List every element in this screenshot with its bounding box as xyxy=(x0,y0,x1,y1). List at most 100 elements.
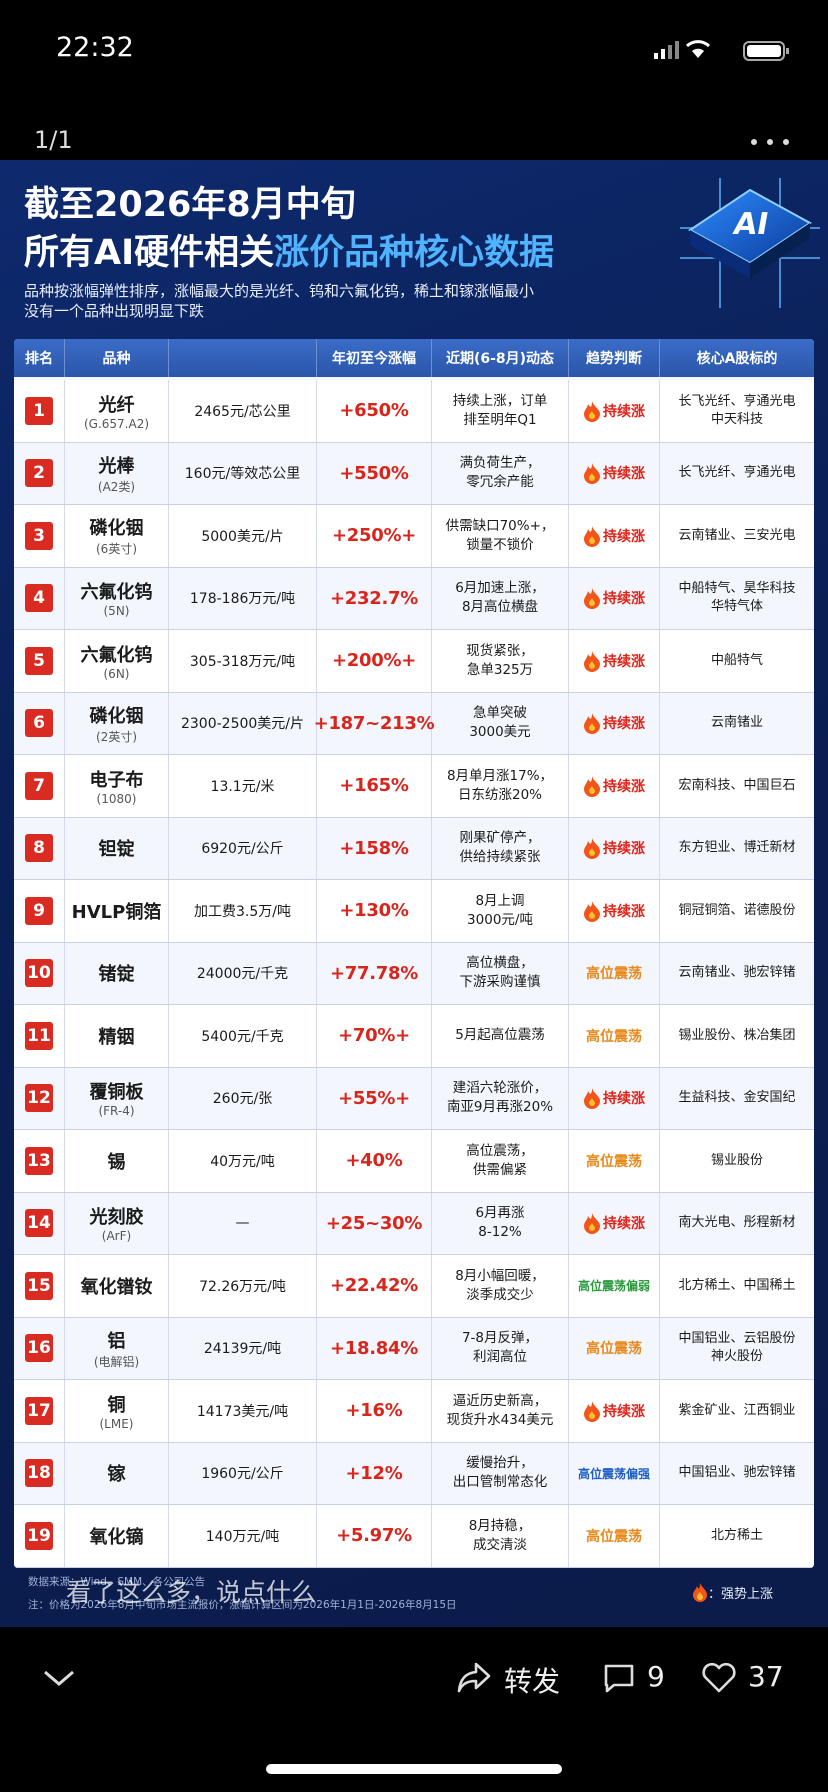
price: 178-186万元/吨 xyxy=(189,591,296,608)
more-button[interactable] xyxy=(748,136,794,148)
share-icon[interactable] xyxy=(456,1660,492,1694)
header-cell: 年初至今涨幅 xyxy=(317,339,432,377)
item-name: 氧化镨钕 xyxy=(80,1276,153,1298)
cell-change: +232.7% xyxy=(317,567,432,629)
flame-icon xyxy=(584,525,600,547)
dynamic-line: 高位横盘， xyxy=(466,955,534,972)
cell-rank: 10 xyxy=(14,942,65,1004)
poster-title: 截至2026年8月中旬 xyxy=(24,185,356,225)
cell-stocks: 紫金矿业、江西铜业 xyxy=(660,1380,814,1442)
cell-rank: 7 xyxy=(14,755,65,817)
cell-stocks: 中国铝业、驰宏锌锗 xyxy=(660,1443,814,1505)
share-label[interactable]: 转发 xyxy=(504,1665,561,1698)
item-name: 镓 xyxy=(107,1464,126,1486)
dynamic-line: 逼近历史新高， xyxy=(452,1392,548,1409)
cell-price: 2300-2500美元/片 xyxy=(169,692,317,754)
table-row: 9 HVLP铜箔 加工费3.5万/吨 +130% 8月上调 3000元/吨 持续涨 铜冠铜箔、… xyxy=(14,880,814,943)
cell-name: 氧化镝 xyxy=(65,1505,169,1567)
cell-rank: 19 xyxy=(14,1505,65,1567)
item-spec: (5N) xyxy=(103,604,130,619)
cell-stocks: 生益科技、金安国纪 xyxy=(660,1068,814,1130)
cell-name: 光纤 (G.657.A2) xyxy=(65,380,169,442)
rank-badge: 16 xyxy=(25,1334,53,1363)
dynamic-line: 8月上调 xyxy=(475,892,525,909)
comment-input[interactable]: 看了这么多，说点什么 xyxy=(66,1578,317,1607)
comment-icon[interactable] xyxy=(602,1662,636,1694)
trend-label: 持续涨 xyxy=(603,403,645,420)
comment-count[interactable]: 9 xyxy=(647,1660,665,1693)
cell-stocks: 锡业股份 xyxy=(660,1130,814,1192)
dynamic-line: 8月单月涨17%， xyxy=(446,767,554,784)
flame-icon xyxy=(584,900,600,922)
title-text: 所有AI硬件相关 xyxy=(24,233,275,273)
cell-change: +130% xyxy=(317,880,432,942)
cell-name: 锡 xyxy=(65,1130,169,1192)
dynamic-line: 持续上涨，订单 xyxy=(452,392,548,409)
trend-label: 高位震荡偏弱 xyxy=(577,1279,650,1294)
dynamic-line: 建滔六轮涨价， xyxy=(452,1080,548,1097)
cell-dynamic: 8月上调 3000元/吨 xyxy=(432,880,569,942)
cell-stocks: 长飞光纤、亨通光电 xyxy=(660,443,814,505)
price: 305-318万元/吨 xyxy=(189,653,296,670)
ytd-change: +70%+ xyxy=(338,1025,410,1047)
rank-badge: 1 xyxy=(25,396,53,425)
item-name: 磷化铟 xyxy=(89,518,144,540)
cell-stocks: 北方稀土 xyxy=(660,1505,814,1567)
stock-line: 铜冠铜箔、诺德股份 xyxy=(678,902,796,918)
collapse-button[interactable] xyxy=(42,1668,76,1688)
cell-dynamic: 8月单月涨17%， 日东纺涨20% xyxy=(432,755,569,817)
stock-line: 中天科技 xyxy=(710,411,763,427)
like-icon[interactable] xyxy=(700,1662,738,1694)
trend-label: 持续涨 xyxy=(603,466,645,483)
cell-price: 160元/等效芯公里 xyxy=(169,442,317,504)
header-cell: 近期(6-8月)动态 xyxy=(432,339,569,377)
cell-trend: 持续涨 xyxy=(569,880,660,942)
cell-trend: 持续涨 xyxy=(569,567,660,629)
cell-rank: 12 xyxy=(14,1067,65,1129)
cell-stocks: 南大光电、彤程新材 xyxy=(660,1193,814,1255)
stock-line: 北方稀土 xyxy=(710,1527,763,1543)
price: 260元/张 xyxy=(212,1091,273,1108)
price: 5000美元/片 xyxy=(201,528,284,545)
cell-trend: 高位震荡 xyxy=(569,1505,660,1567)
stock-line: 宏南科技、中国巨石 xyxy=(678,777,796,793)
flame-icon xyxy=(584,650,600,672)
rank-badge: 11 xyxy=(25,1021,53,1050)
cell-rank: 17 xyxy=(14,1380,65,1442)
dynamic-line: 淡季成交少 xyxy=(466,1286,534,1303)
dynamic-line: 成交清淡 xyxy=(473,1536,527,1553)
cell-dynamic: 满负荷生产， 零冗余产能 xyxy=(432,442,569,504)
cell-name: 磷化铟 (2英寸) xyxy=(65,692,169,754)
ytd-change: +165% xyxy=(339,775,409,797)
trend-label: 高位震荡 xyxy=(586,1528,642,1545)
stock-line: 生益科技、金安国纪 xyxy=(678,1090,796,1106)
subtitle: 没有一个品种出现明显下跌 xyxy=(24,302,205,320)
trend: 高位震荡偏弱 xyxy=(578,1277,650,1294)
cell-name: 精铟 xyxy=(65,1005,169,1067)
cell-name: 六氟化钨 (6N) xyxy=(65,630,169,692)
dynamic-line: 高位震荡， xyxy=(466,1142,534,1159)
legend-text: ：强势上涨 xyxy=(708,1586,774,1602)
rank-badge: 17 xyxy=(25,1396,53,1425)
stock-line: 云南锗业 xyxy=(710,715,763,731)
dynamic-line: 满负荷生产， xyxy=(459,455,541,472)
trend-label: 高位震荡偏强 xyxy=(577,1466,650,1481)
cell-dynamic: 6月再涨 8-12% xyxy=(432,1192,569,1254)
dynamic-line: 8-12% xyxy=(478,1224,522,1241)
cell-price: 14173美元/吨 xyxy=(169,1380,317,1442)
dynamic-line: 急单突破 xyxy=(473,705,527,722)
stock-line: 中国铝业、云铝股份 xyxy=(678,1331,796,1347)
flame-icon xyxy=(584,713,600,735)
table-row: 4 六氟化钨 (5N) 178-186万元/吨 +232.7% 6月加速上涨， 8月高位横盘… xyxy=(14,567,814,630)
cell-stocks: 云南锗业 xyxy=(660,693,814,755)
like-count[interactable]: 37 xyxy=(748,1660,784,1693)
cell-price: 5400元/千克 xyxy=(169,1005,317,1067)
flame-icon xyxy=(584,1400,600,1422)
cell-price: 6920元/公斤 xyxy=(169,817,317,879)
cell-stocks: 云南锗业、驰宏锌锗 xyxy=(660,943,814,1005)
cell-trend: 持续涨 xyxy=(569,442,660,504)
item-name: 铝 xyxy=(107,1330,126,1352)
trend: 持续涨 xyxy=(583,650,645,672)
dynamic-line: 利润高位 xyxy=(473,1349,527,1366)
